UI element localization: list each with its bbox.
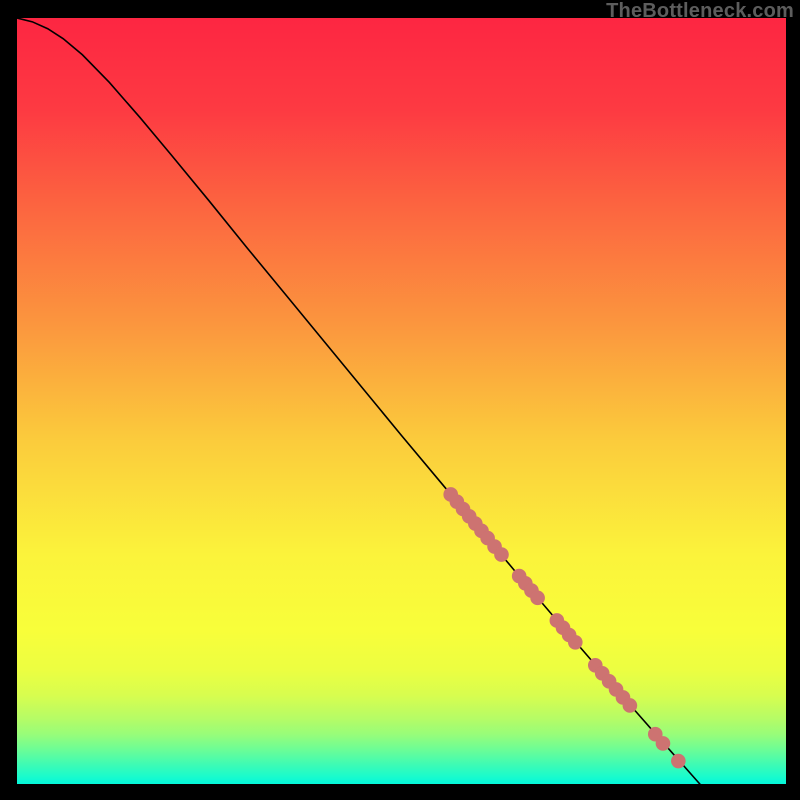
data-point — [494, 547, 509, 562]
gradient-line-chart — [0, 0, 800, 800]
data-point — [530, 591, 545, 606]
data-point — [656, 736, 671, 751]
data-point — [623, 698, 638, 713]
data-point — [671, 754, 686, 769]
data-point — [568, 635, 583, 650]
watermark-text: TheBottleneck.com — [606, 0, 794, 23]
plot-background — [17, 18, 786, 784]
chart-container: TheBottleneck.com — [0, 0, 800, 800]
